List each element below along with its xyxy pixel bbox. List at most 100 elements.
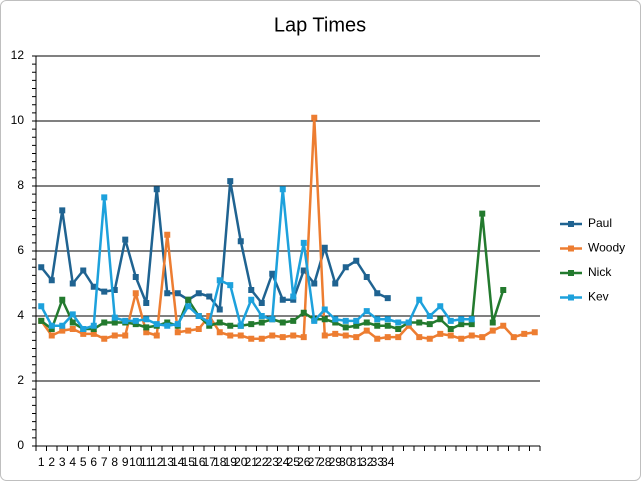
data-point — [216, 306, 223, 313]
data-point — [489, 327, 496, 334]
data-point — [342, 264, 349, 271]
legend-marker — [568, 270, 574, 276]
x-tick-label: 18 — [213, 455, 227, 469]
data-point — [185, 296, 192, 303]
data-point — [416, 334, 423, 341]
x-tick-label: 25 — [287, 455, 301, 469]
x-tick-label: 31 — [350, 455, 364, 469]
data-point — [489, 319, 496, 326]
data-point — [216, 319, 223, 326]
y-tick-label: 4 — [17, 308, 24, 322]
data-point — [258, 313, 265, 319]
data-point — [248, 335, 255, 342]
data-point — [321, 244, 328, 251]
data-point — [269, 270, 276, 277]
x-tick-label: 23 — [266, 455, 280, 469]
data-point — [384, 316, 391, 323]
data-point — [164, 231, 171, 238]
x-tick-label: 16 — [192, 455, 206, 469]
data-point — [174, 290, 181, 297]
data-point — [248, 296, 255, 303]
data-point — [279, 186, 286, 193]
data-point — [374, 316, 381, 323]
data-point — [48, 326, 55, 332]
x-tick-label: 15 — [182, 455, 196, 469]
data-point — [59, 296, 66, 303]
data-point — [48, 277, 55, 284]
data-point — [479, 210, 486, 217]
legend-label: Nick — [588, 265, 612, 279]
data-point — [332, 316, 339, 323]
data-point — [405, 322, 412, 329]
data-point — [290, 332, 297, 339]
data-point — [290, 293, 297, 300]
legend-label: Woody — [588, 241, 625, 255]
x-tick-label: 4 — [69, 455, 76, 469]
x-tick-label: 26 — [297, 455, 311, 469]
data-point — [395, 334, 402, 341]
data-point — [468, 321, 475, 328]
data-point — [90, 326, 97, 332]
data-point — [69, 326, 76, 332]
data-point — [300, 239, 307, 246]
data-point — [111, 314, 118, 321]
data-point — [111, 332, 118, 339]
data-point — [269, 332, 276, 339]
data-point — [206, 322, 213, 329]
data-point — [237, 322, 244, 329]
data-point — [363, 308, 370, 315]
data-point — [426, 313, 433, 319]
x-tick-label: 14 — [171, 455, 185, 469]
data-point — [279, 296, 286, 303]
y-tick-label: 8 — [17, 178, 24, 192]
x-tick-label: 19 — [224, 455, 238, 469]
data-point — [395, 319, 402, 326]
data-point — [258, 335, 265, 342]
data-point — [101, 288, 108, 295]
data-point — [405, 319, 412, 326]
data-point — [416, 319, 423, 326]
data-point — [500, 322, 507, 329]
data-point — [363, 274, 370, 280]
data-point — [363, 327, 370, 334]
x-tick-label: 27 — [308, 455, 322, 469]
data-point — [216, 277, 223, 284]
data-point — [342, 317, 349, 324]
data-point — [132, 321, 139, 328]
x-tick-label: 3 — [59, 455, 66, 469]
data-point — [279, 319, 286, 326]
data-point — [143, 300, 150, 306]
data-point — [164, 319, 171, 326]
data-point — [143, 324, 150, 331]
legend-marker — [568, 221, 574, 227]
x-tick-label: 17 — [203, 455, 217, 469]
data-point — [458, 321, 465, 328]
data-point — [90, 283, 97, 290]
data-point — [342, 324, 349, 331]
y-tick-label: 12 — [11, 48, 25, 62]
data-point — [353, 257, 360, 264]
x-tick-label: 20 — [234, 455, 248, 469]
data-point — [437, 303, 444, 310]
data-point — [206, 319, 213, 326]
data-point — [195, 313, 202, 319]
data-point — [48, 322, 55, 329]
data-point — [468, 332, 475, 339]
data-point — [143, 329, 150, 336]
data-point — [122, 332, 129, 339]
x-tick-label: 5 — [80, 455, 87, 469]
data-point — [185, 303, 192, 310]
data-point — [258, 319, 265, 326]
data-point — [122, 236, 129, 243]
data-point — [69, 319, 76, 326]
x-tick-label: 34 — [381, 455, 395, 469]
data-point — [332, 330, 339, 337]
data-point — [59, 322, 66, 329]
data-point — [101, 319, 108, 326]
x-tick-label: 10 — [129, 455, 143, 469]
data-point — [38, 264, 45, 271]
data-point — [279, 334, 286, 341]
x-tick-label: 30 — [339, 455, 353, 469]
data-point — [300, 267, 307, 274]
